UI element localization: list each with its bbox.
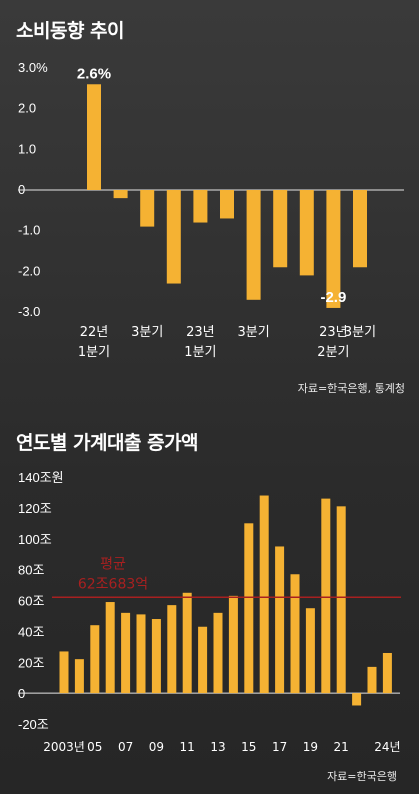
chart2-ytick: 80조 (18, 563, 44, 578)
chart1-xtick: 2분기 (317, 345, 349, 360)
chart2-ytick: 40조 (18, 624, 44, 639)
chart1-xtick: 22년 (80, 325, 109, 340)
chart2-bar (105, 602, 115, 694)
chart1-xtick: 23년 (319, 325, 348, 340)
chart2-bar (213, 612, 223, 694)
chart2-bar (151, 619, 161, 694)
chart1-consumption-svg: 3.0%2.01.00-1.0-2.0-3.02.6%-2.922년1분기3분기… (18, 60, 404, 360)
chart1-ytick: 1.0 (18, 141, 36, 156)
chart2-xtick: 13 (210, 740, 225, 754)
chart1-bar (140, 190, 155, 227)
chart1-bar (273, 190, 288, 268)
chart1-bar (353, 190, 367, 268)
chart2-xtick: 05 (87, 740, 102, 754)
chart1-xtick: 3분기 (131, 325, 163, 340)
chart2-average-value: 62조683억 (78, 576, 148, 592)
chart1-bar (326, 190, 341, 308)
chart2-bar (290, 574, 300, 694)
chart1-bar (299, 190, 314, 276)
chart2-bar (121, 612, 131, 694)
chart2-bar (228, 595, 238, 694)
chart2-ytick: 20조 (18, 655, 44, 670)
chart2-ytick: 120조 (18, 501, 52, 516)
chart2-bar (198, 626, 208, 694)
chart2-bar (259, 495, 269, 694)
chart1-source: 자료=한국은행, 통계청 (297, 382, 405, 395)
chart2-bar (59, 651, 69, 694)
chart1-ytick: -2.0 (18, 263, 40, 278)
chart1-data-label: 2.6% (77, 65, 111, 82)
chart2-bar (321, 498, 331, 694)
chart2-bar (382, 652, 392, 694)
chart1-bar (87, 84, 101, 190)
chart2-xtick: 17 (272, 740, 287, 754)
chart2-bar (244, 523, 254, 694)
chart2-title: 연도별 가계대출 증가액 (16, 432, 199, 454)
chart2-bar (275, 546, 285, 694)
chart2-xtick: 15 (241, 740, 256, 754)
chart2-xtick: 19 (303, 740, 318, 754)
chart1-xtick: 1분기 (78, 345, 110, 360)
chart1-xtick: 3분기 (237, 325, 269, 340)
chart1-ytick: -3.0 (18, 304, 40, 319)
chart1-bar (166, 190, 181, 284)
chart1-ytick: 2.0 (18, 101, 36, 116)
chart2-xtick: 11 (180, 740, 195, 754)
chart2-source: 자료=한국은행 (327, 770, 397, 783)
chart2-bar (136, 614, 146, 694)
chart1-bar (220, 190, 234, 219)
chart2-ytick: 60조 (18, 594, 44, 609)
chart1-xtick: 1분기 (184, 345, 216, 360)
chart2-average-label: 평균 (100, 556, 126, 572)
chart2-xtick: 21 (334, 740, 349, 754)
chart2-bar (74, 659, 84, 694)
chart2-ytick: -20조 (18, 717, 49, 732)
chart1-bar (113, 190, 128, 199)
chart2-bar (90, 625, 100, 694)
chart2-bar (305, 608, 315, 694)
chart1-ytick: -1.0 (18, 223, 40, 238)
chart1-xtick: 3분기 (344, 325, 376, 340)
chart2-xtick: 07 (118, 740, 133, 754)
chart2-bar (336, 506, 346, 694)
chart1-title: 소비동향 추이 (16, 20, 125, 42)
chart1-ytick: 3.0% (18, 60, 48, 75)
chart2-bar (167, 605, 177, 694)
chart2-bar (367, 666, 377, 694)
chart2-ytick: 140조원 (18, 470, 64, 485)
chart1-bar (193, 190, 208, 223)
chart2-xtick: 24년 (374, 740, 400, 754)
chart2-xtick: 2003년 (43, 740, 85, 754)
chart2-bar (352, 693, 362, 706)
chart2-xtick: 09 (149, 740, 164, 754)
chart1-xtick: 23년 (186, 325, 215, 340)
chart1-data-label: -2.9 (320, 289, 346, 306)
chart2-ytick: 100조 (18, 532, 52, 547)
chart1-bar (246, 190, 261, 300)
chart2-bar (182, 592, 192, 694)
